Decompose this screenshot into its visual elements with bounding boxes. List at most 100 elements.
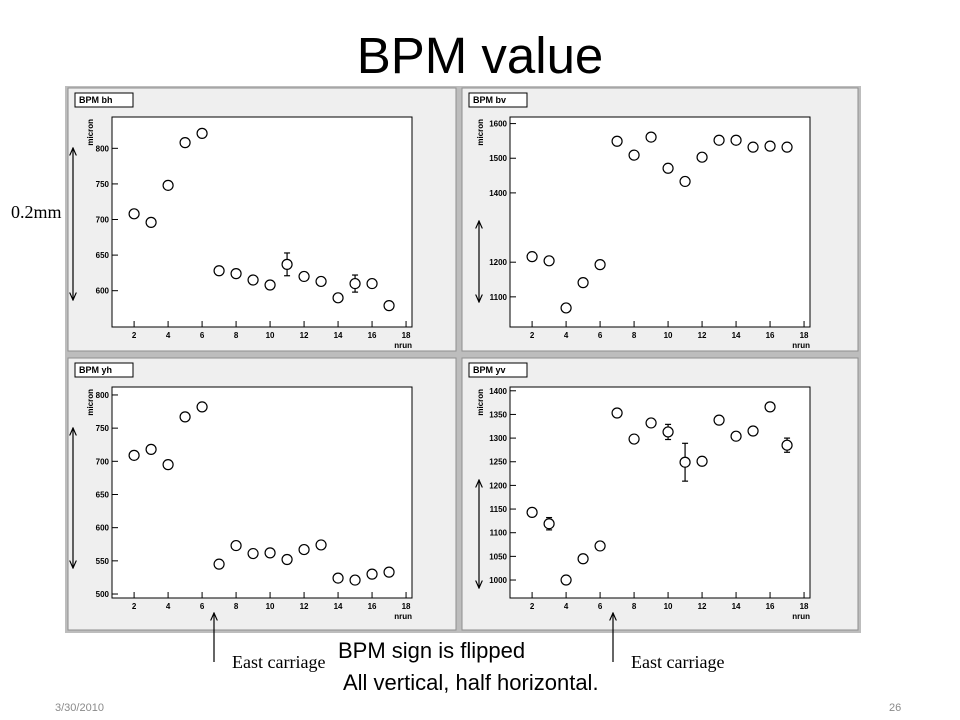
y-tick-label: 1200 [489,481,507,490]
y-tick-label: 1300 [489,434,507,443]
data-point [128,208,140,220]
data-point [383,566,395,578]
data-point [213,558,225,570]
chart-title: BPM bh [79,95,113,105]
data-point [145,216,157,228]
x-tick-label: 6 [200,602,205,611]
y-tick-label: 1150 [490,505,508,514]
data-point [577,277,589,289]
x-tick-label: 2 [530,602,535,611]
x-tick-label: 18 [402,602,411,611]
data-point [366,277,378,290]
y-tick-label: 1100 [490,529,508,538]
data-point [332,572,344,584]
x-tick-label: 10 [266,331,275,340]
x-tick-label: 2 [132,331,137,340]
data-point [747,425,759,437]
data-point [747,141,759,153]
data-point [298,270,310,283]
data-point [611,407,623,419]
x-tick-label: 12 [300,602,309,611]
data-point [230,268,242,280]
y-tick-label: 600 [96,524,110,533]
chart-title: BPM yh [79,365,112,375]
data-point [196,127,208,139]
data-point [349,277,361,290]
data-point [764,140,776,152]
data-point [366,568,378,580]
y-tick-label: 650 [96,490,110,499]
data-point [594,259,606,271]
east-carriage-label-left: East carriage [232,652,325,672]
x-tick-label: 10 [664,602,673,611]
y-tick-label: 800 [96,391,110,400]
data-point [526,506,538,518]
data-point [332,292,344,304]
data-point [247,274,259,286]
x-tick-label: 14 [334,602,343,611]
y-tick-label: 1400 [489,189,507,198]
x-tick-label: 12 [300,331,309,340]
y-tick-label: 1500 [489,154,507,163]
plot-frame [111,386,413,599]
data-point [162,179,174,191]
x-axis-label: nrun [394,612,412,621]
x-tick-label: 8 [632,602,637,611]
y-tick-label: 700 [96,216,110,225]
y-tick-label: 1250 [489,458,507,467]
data-point [645,131,657,143]
data-point [264,547,276,559]
data-point [628,149,640,161]
x-tick-label: 12 [698,602,707,611]
footer-date: 3/30/2010 [55,702,104,714]
x-tick-label: 6 [200,331,205,340]
y-axis-label: micron [86,119,95,146]
note-line-2: All vertical, half horizontal. [343,670,599,695]
data-point [179,411,191,423]
x-tick-label: 18 [800,331,809,340]
y-tick-label: 1400 [489,387,507,396]
y-tick-label: 1600 [489,120,507,129]
data-point [764,401,776,413]
y-tick-label: 1100 [490,293,508,302]
data-point [730,134,742,146]
x-tick-label: 10 [266,602,275,611]
data-point [383,300,395,312]
east-carriage-label-right: East carriage [631,652,724,672]
note-line-1: BPM sign is flipped [338,638,525,663]
data-point [543,518,555,530]
x-tick-label: 4 [564,331,569,340]
chart-title: BPM yv [473,365,506,375]
data-point [162,459,174,471]
y-tick-label: 700 [96,457,110,466]
data-point [281,258,293,270]
data-point [247,547,259,560]
x-tick-label: 2 [132,602,137,611]
data-point [543,255,555,267]
y-tick-label: 800 [96,144,110,153]
y-tick-label: 1200 [489,258,507,267]
x-tick-label: 10 [664,331,673,340]
x-tick-label: 4 [166,331,171,340]
data-point [713,134,725,146]
x-tick-label: 16 [368,331,377,340]
x-tick-label: 4 [564,602,569,611]
data-point [264,279,276,291]
x-tick-label: 6 [598,331,603,340]
x-axis-label: nrun [792,612,810,621]
plot-frame [509,386,811,599]
data-point [298,543,310,556]
data-point [145,443,157,455]
y-tick-label: 1050 [489,552,507,561]
x-tick-label: 6 [598,602,603,611]
y-tick-label: 1000 [489,576,507,585]
data-point [526,251,538,263]
x-tick-label: 2 [530,331,535,340]
data-point [577,553,589,565]
scale-label: 0.2mm [11,202,62,222]
x-tick-label: 8 [234,602,239,611]
x-tick-label: 16 [766,602,775,611]
